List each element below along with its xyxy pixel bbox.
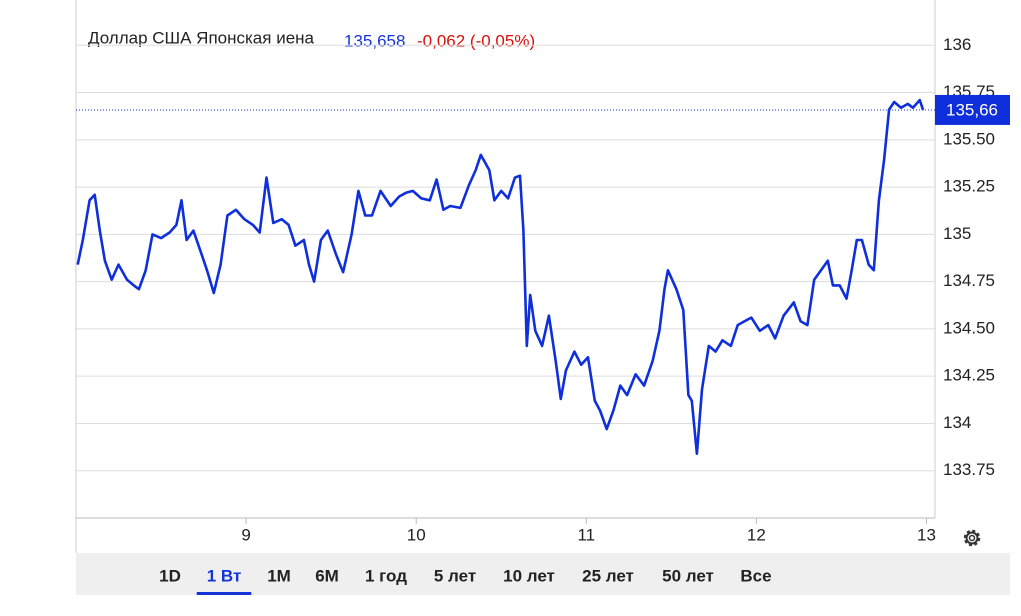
settings-icon[interactable]	[963, 529, 981, 547]
chart-title: Доллар США Японская иена	[88, 28, 315, 47]
range-tab[interactable]: 1M	[267, 566, 291, 585]
range-tab[interactable]: 1D	[159, 566, 181, 585]
y-tick-label: 135.50	[943, 129, 995, 148]
y-tick-label: 134.25	[943, 366, 995, 385]
y-tick-label: 134.75	[943, 271, 995, 290]
y-tick-label: 135	[943, 224, 971, 243]
x-tick-label: 9	[241, 525, 250, 544]
current-price-label: 135,66	[946, 100, 998, 119]
range-tab[interactable]: 25 лет	[582, 566, 634, 585]
y-tick-label: 135.25	[943, 177, 995, 196]
range-tab[interactable]: 6M	[315, 566, 339, 585]
range-tab[interactable]: 50 лет	[662, 566, 714, 585]
tab-bar	[76, 553, 1010, 595]
y-tick-label: 134.50	[943, 318, 995, 337]
price-change: -0,062 (-0,05%)	[417, 31, 535, 50]
price-line	[76, 98, 925, 455]
range-tab[interactable]: Все	[740, 566, 771, 585]
y-tick-label: 133.75	[943, 460, 995, 479]
range-tab[interactable]: 10 лет	[503, 566, 555, 585]
x-tick-label: 11	[577, 525, 595, 544]
y-tick-label: 134	[943, 413, 971, 432]
current-price-badge	[935, 94, 1010, 125]
active-tab-underline	[196, 592, 252, 595]
y-tick-label: 136	[943, 35, 971, 54]
range-tab[interactable]: 5 лет	[434, 566, 476, 585]
range-tab[interactable]: 1 Вт	[207, 566, 242, 585]
x-tick-label: 12	[747, 525, 766, 544]
last-price: 135,658	[344, 31, 405, 50]
range-tab[interactable]: 1 год	[365, 566, 407, 585]
x-tick-label: 10	[407, 525, 426, 544]
x-tick-label: 13	[917, 525, 936, 544]
